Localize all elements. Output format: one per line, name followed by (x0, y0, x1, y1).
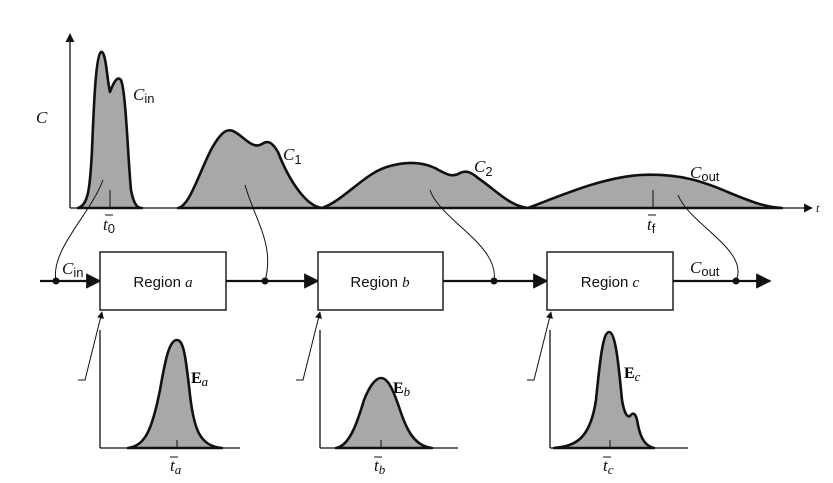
region-c-box (546, 251, 674, 311)
tick-label-t0: t0 (103, 215, 115, 236)
y-axis-label: C (36, 108, 48, 127)
pointer-a (78, 311, 104, 381)
rtd-plot-b: Eb tb (296, 311, 458, 477)
rtd-curve-c (552, 330, 656, 450)
curve-label-c-in: Cin (133, 85, 154, 106)
leader-c-1 (244, 184, 269, 282)
curve-label-c-2: C2 (474, 157, 493, 179)
region-a-label: Region a (133, 274, 192, 291)
region-a-box (99, 251, 227, 311)
rtd-c-tick-label: tc (603, 456, 614, 477)
pointer-c (527, 311, 553, 381)
region-b-label: Region b (350, 274, 410, 291)
node-bc (490, 277, 498, 285)
curve-c-in (76, 50, 144, 210)
pointer-b (296, 311, 322, 381)
curve-c-1 (176, 128, 324, 210)
rtd-curve-b (334, 376, 434, 450)
node-ab (261, 277, 269, 285)
rtd-plot-a: Ea ta (78, 311, 240, 477)
region-b-box (317, 251, 444, 311)
curve-c-2 (320, 161, 530, 210)
rtd-b-tick-label: tb (374, 456, 386, 477)
rtd-b-label: Eb (393, 380, 411, 399)
flow-label-c-in: Cin (62, 259, 83, 280)
rtd-a-tick-label: ta (170, 456, 182, 477)
rtd-curve-a (126, 338, 224, 450)
tick-label-tf: tf (647, 215, 656, 236)
curve-label-c-1: C1 (283, 145, 302, 167)
top-plot: C t Cin C1 C2 Cout t0 tf (36, 33, 820, 282)
node-in (52, 277, 60, 285)
curve-c-out (526, 173, 784, 210)
leader-c-out (677, 194, 739, 282)
node-out (732, 277, 740, 285)
leader-c-in (54, 179, 104, 282)
leader-c-2 (429, 189, 495, 282)
rtd-a-label: Ea (191, 370, 209, 389)
curve-label-c-out: Cout (690, 163, 720, 184)
flow-line: Cin Cout Region a Region b Region c (40, 251, 772, 311)
rtd-plot-c: Ec tc (527, 311, 688, 477)
region-c-label: Region c (581, 274, 640, 291)
x-axis-label: t (816, 201, 820, 215)
flow-label-c-out: Cout (690, 258, 720, 279)
rtd-c-label: Ec (624, 365, 641, 384)
